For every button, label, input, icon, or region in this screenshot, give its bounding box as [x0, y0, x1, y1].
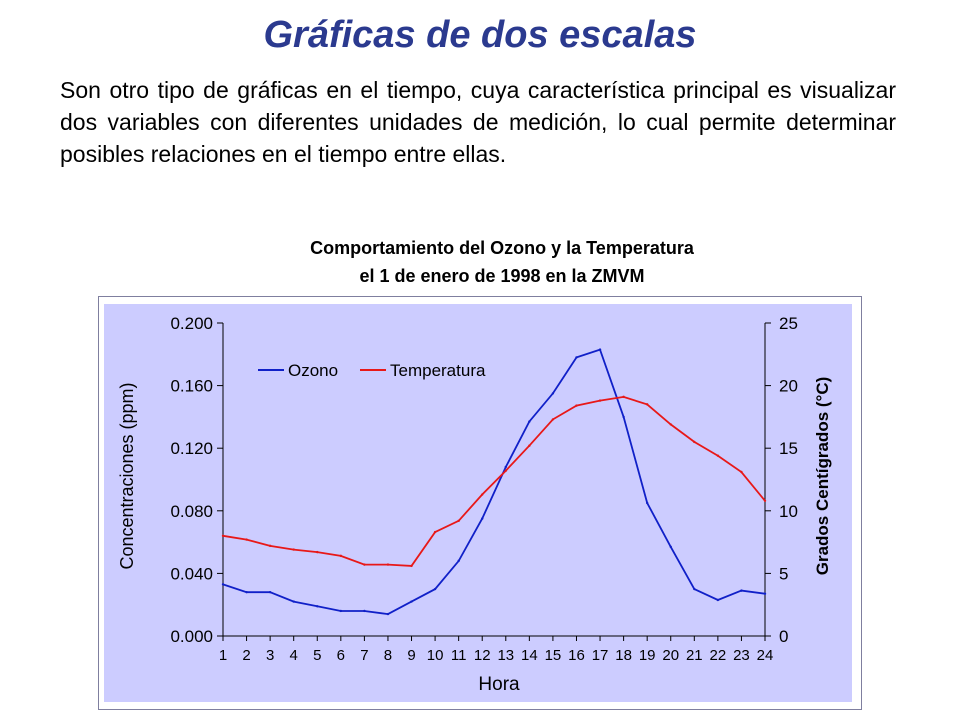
y-axis-left-label: Concentraciones (ppm) [117, 382, 137, 569]
x-tick-label: 8 [384, 647, 392, 664]
data-point-temperatura [339, 554, 343, 558]
x-tick-label: 2 [242, 647, 250, 664]
data-point-ozono [763, 592, 767, 595]
data-point-ozono [363, 609, 366, 613]
data-point-ozono [316, 605, 319, 608]
x-tick-label: 24 [757, 647, 774, 664]
x-tick-label: 3 [266, 647, 274, 664]
x-tick-label: 17 [592, 647, 609, 664]
x-tick-label: 14 [521, 647, 538, 664]
x-tick-label: 22 [710, 647, 727, 664]
data-point-ozono [645, 501, 649, 505]
y-left-tick-label: 0.120 [170, 439, 213, 458]
data-point-temperatura [716, 454, 720, 457]
data-point-ozono [339, 609, 343, 613]
dual-axis-line-chart: 0.0000.0400.0800.1200.1600.2000510152025… [104, 304, 852, 702]
legend-label-temperatura: Temperatura [390, 361, 486, 380]
x-tick-label: 15 [545, 647, 562, 664]
data-point-ozono [504, 465, 507, 469]
data-point-temperatura [316, 550, 319, 554]
data-point-ozono [575, 356, 578, 359]
data-point-ozono [245, 590, 248, 594]
data-point-ozono [528, 420, 531, 423]
data-point-temperatura [504, 469, 507, 472]
data-point-ozono [716, 598, 720, 602]
x-tick-label: 1 [219, 647, 227, 664]
series-line-ozono [222, 348, 766, 616]
data-point-ozono [622, 415, 625, 419]
data-point-temperatura [622, 395, 625, 399]
data-point-temperatura [245, 538, 248, 541]
x-tick-label: 21 [686, 647, 703, 664]
data-point-temperatura [669, 423, 672, 426]
y-right-tick-label: 0 [779, 627, 788, 646]
x-tick-label: 16 [568, 647, 585, 664]
x-tick-label: 23 [733, 647, 750, 664]
x-tick-label: 6 [337, 647, 345, 664]
x-tick-label: 11 [451, 647, 467, 664]
data-point-temperatura [221, 534, 225, 538]
data-point-temperatura [292, 548, 295, 551]
data-point-temperatura [763, 499, 767, 502]
data-point-ozono [551, 392, 555, 395]
data-point-ozono [292, 600, 295, 603]
data-point-temperatura [481, 493, 484, 496]
series-line-temperatura [222, 395, 766, 567]
chart-title-line-1: Comportamiento del Ozono y la Temperatur… [310, 238, 694, 258]
y-right-tick-label: 5 [779, 564, 788, 583]
data-point-ozono [693, 587, 696, 591]
y-left-tick-label: 0.040 [170, 564, 213, 583]
data-point-temperatura [433, 530, 437, 534]
data-point-temperatura [268, 544, 272, 548]
data-point-ozono [669, 545, 672, 548]
data-point-temperatura [575, 404, 578, 407]
x-tick-label: 12 [474, 647, 491, 664]
data-point-ozono [221, 583, 225, 586]
data-point-ozono [433, 587, 437, 591]
data-point-temperatura [457, 519, 460, 523]
y-left-tick-label: 0.200 [170, 314, 213, 333]
data-point-temperatura [645, 403, 649, 406]
y-left-tick-label: 0.000 [170, 627, 213, 646]
chart-title-line-2: el 1 de enero de 1998 en la ZMVM [359, 266, 645, 286]
slide-body-text: Son otro tipo de gráficas en el tiempo, … [60, 77, 896, 167]
y-right-tick-label: 20 [779, 377, 798, 396]
data-point-ozono [598, 348, 602, 351]
y-left-tick-label: 0.080 [170, 502, 213, 521]
x-tick-label: 18 [615, 647, 632, 664]
x-tick-label: 5 [313, 647, 321, 664]
data-point-ozono [410, 600, 413, 603]
data-point-ozono [457, 559, 460, 563]
x-tick-label: 10 [427, 647, 444, 664]
y-right-tick-label: 15 [779, 439, 798, 458]
x-axis-label: Hora [478, 674, 520, 695]
data-point-temperatura [410, 564, 413, 568]
data-point-temperatura [386, 563, 390, 566]
y-right-tick-label: 10 [779, 502, 798, 521]
x-tick-label: 20 [662, 647, 679, 664]
data-point-temperatura [363, 563, 366, 566]
data-point-ozono [481, 517, 484, 520]
x-tick-label: 9 [407, 647, 415, 664]
x-tick-label: 4 [290, 647, 298, 664]
data-point-ozono [740, 589, 743, 592]
x-tick-label: 13 [497, 647, 514, 664]
data-point-temperatura [598, 399, 602, 402]
slide-title: Gráficas de dos escalas [263, 14, 697, 56]
y-axis-right-label: Grados Centígrados (°C) [813, 377, 832, 576]
y-left-tick-label: 0.160 [170, 377, 213, 396]
data-point-ozono [386, 612, 390, 616]
data-point-temperatura [693, 440, 696, 444]
legend-label-ozono: Ozono [288, 361, 338, 380]
data-point-temperatura [551, 418, 555, 421]
data-point-temperatura [740, 470, 743, 474]
y-right-tick-label: 25 [779, 314, 798, 333]
x-tick-label: 19 [639, 647, 656, 664]
data-point-temperatura [528, 444, 531, 447]
x-tick-label: 7 [360, 647, 368, 664]
data-point-ozono [268, 590, 272, 594]
